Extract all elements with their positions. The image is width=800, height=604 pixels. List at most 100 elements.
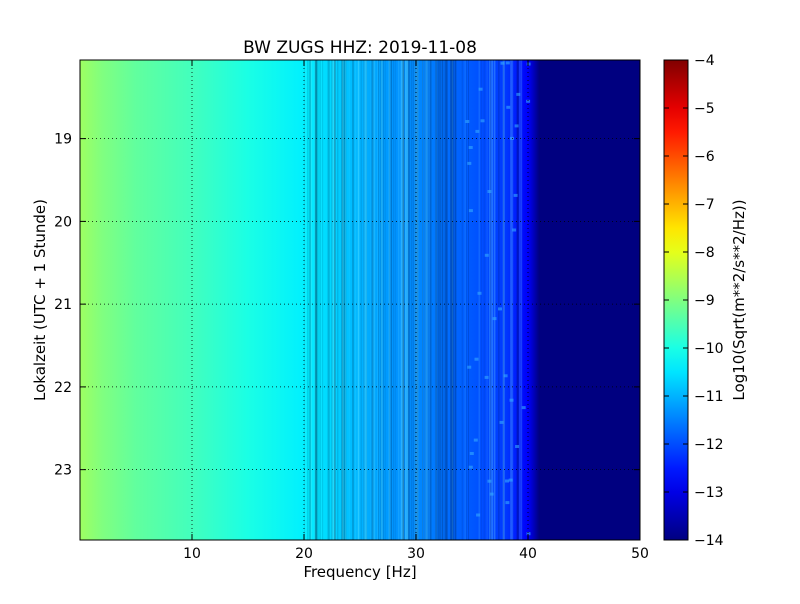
spectral-line-stripe: [397, 60, 400, 540]
spectral-line-stripe: [429, 60, 432, 540]
spectral-line-stripe: [352, 60, 354, 540]
spectral-line-stripe: [435, 60, 437, 540]
spectral-line-stripe: [511, 60, 514, 540]
spectral-line-stripe: [405, 60, 407, 540]
spectral-line-stripe: [372, 60, 374, 540]
spectral-line-stripe: [318, 60, 320, 540]
spectral-line-stripe: [319, 60, 321, 540]
spectral-line-stripe: [412, 60, 414, 540]
spectral-line-stripe: [516, 60, 518, 540]
spectral-line-stripe: [461, 60, 463, 540]
x-tick-label: 20: [295, 546, 313, 562]
spectral-line-stripe: [494, 60, 496, 540]
spectral-line-stripe: [328, 60, 330, 540]
spectral-line-stripe: [316, 60, 318, 540]
spectral-line-stripe: [445, 60, 448, 540]
spectral-line-stripe: [342, 60, 344, 540]
spectral-line-stripe: [334, 60, 336, 540]
spectral-line-stripe: [363, 60, 365, 540]
spectral-blip: [478, 87, 483, 91]
spectral-line-stripe: [489, 60, 492, 540]
spectral-blip: [474, 357, 479, 361]
y-tick-label: 23: [54, 463, 72, 479]
colorbar-tick-label: −4: [694, 53, 715, 69]
spectral-line-stripe: [315, 60, 317, 540]
spectral-line-stripe: [503, 60, 504, 540]
spectral-blip: [503, 374, 508, 378]
spectral-line-stripe: [426, 60, 428, 540]
spectral-blip: [514, 124, 519, 128]
spectral-line-stripe: [442, 60, 444, 540]
spectral-blip: [500, 61, 505, 65]
spectral-line-stripe: [341, 60, 343, 540]
spectral-line-stripe: [357, 60, 359, 540]
spectral-line-stripe: [343, 60, 346, 540]
spectral-line-stripe: [394, 60, 396, 540]
x-tick-label: 30: [407, 546, 425, 562]
spectral-line-stripe: [388, 60, 391, 540]
spectral-line-stripe: [337, 60, 339, 540]
spectral-blip: [513, 193, 518, 197]
spectral-blip: [476, 513, 481, 517]
spectral-line-stripe: [464, 60, 466, 540]
spectral-line-stripe: [384, 60, 386, 540]
spectral-line-stripe: [404, 60, 406, 540]
spectral-line-stripe: [309, 60, 312, 540]
colorbar-label: Log10(Sqrt(m**2/s**2/Hz)): [730, 199, 748, 400]
spectral-line-stripe: [327, 60, 329, 540]
colorbar-tick-label: −10: [694, 341, 724, 357]
spectral-blip: [526, 532, 531, 536]
spectral-line-stripe: [516, 60, 519, 540]
spectral-line-stripe: [381, 60, 383, 540]
spectral-line-stripe: [411, 60, 412, 540]
x-tick-label: 10: [183, 546, 201, 562]
spectral-line-stripe: [504, 60, 505, 540]
colorbar-tick-label: −9: [694, 293, 715, 309]
spectral-blip: [505, 61, 510, 65]
spectral-line-stripe: [332, 60, 334, 540]
spectral-line-stripe: [454, 60, 456, 540]
spectral-line-stripe: [489, 60, 491, 540]
spectral-line-stripe: [426, 60, 428, 540]
x-axis-label: Frequency [Hz]: [303, 563, 416, 581]
spectral-line-stripe: [408, 60, 410, 540]
spectral-line-stripe: [518, 60, 520, 540]
spectral-line-stripe: [329, 60, 330, 540]
spectral-line-stripe: [520, 60, 522, 540]
colorbar-tick-label: −5: [694, 101, 715, 117]
spectral-line-stripe: [365, 60, 367, 540]
spectral-line-stripe: [342, 60, 344, 540]
spectral-blip: [465, 120, 470, 123]
spectral-line-stripe: [503, 60, 505, 540]
spectral-line-stripe: [374, 60, 376, 540]
spectral-blip: [526, 99, 531, 103]
x-axis: 10 20 30 40 50: [183, 60, 649, 562]
spectrogram-image: [80, 60, 640, 540]
spectral-line-stripe: [382, 60, 384, 540]
spectral-blip: [467, 161, 472, 165]
spectral-line-stripe: [439, 60, 441, 540]
spectral-line-stripe: [357, 60, 359, 540]
spectral-stripes: [304, 60, 531, 540]
spectral-line-stripe: [518, 60, 520, 540]
spectral-blip: [484, 253, 489, 257]
spectral-line-stripe: [451, 60, 454, 540]
colorbar-tick-label: −13: [694, 485, 724, 501]
spectral-line-stripe: [380, 60, 382, 540]
spectral-blip: [473, 438, 478, 442]
spectral-line-stripe: [466, 60, 467, 540]
spectral-line-stripe: [440, 60, 442, 540]
spectral-line-stripe: [371, 60, 374, 540]
spectral-line-stripe: [313, 60, 316, 540]
spectral-line-stripe: [451, 60, 453, 540]
spectral-line-stripe: [315, 60, 317, 540]
spectral-line-stripe: [491, 60, 493, 540]
spectral-blip: [516, 92, 521, 96]
spectral-line-stripe: [358, 60, 360, 540]
spectral-line-stripe: [498, 60, 500, 540]
spectral-line-stripe: [481, 60, 482, 540]
spectral-line-stripe: [402, 60, 404, 540]
spectral-line-stripe: [304, 60, 307, 540]
spectral-line-stripe: [450, 60, 452, 540]
